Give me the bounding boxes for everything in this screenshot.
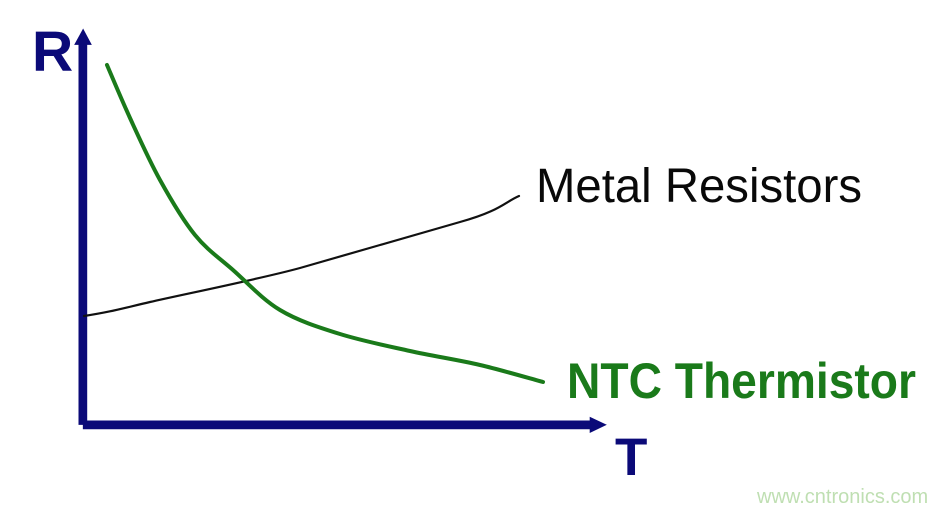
svg-text:T: T (615, 428, 647, 487)
svg-text:www.cntronics.com: www.cntronics.com (756, 486, 928, 508)
svg-text:R: R (32, 20, 73, 84)
svg-text:NTC Thermistor: NTC Thermistor (567, 353, 916, 409)
svg-text:Metal Resistors: Metal Resistors (536, 160, 862, 213)
